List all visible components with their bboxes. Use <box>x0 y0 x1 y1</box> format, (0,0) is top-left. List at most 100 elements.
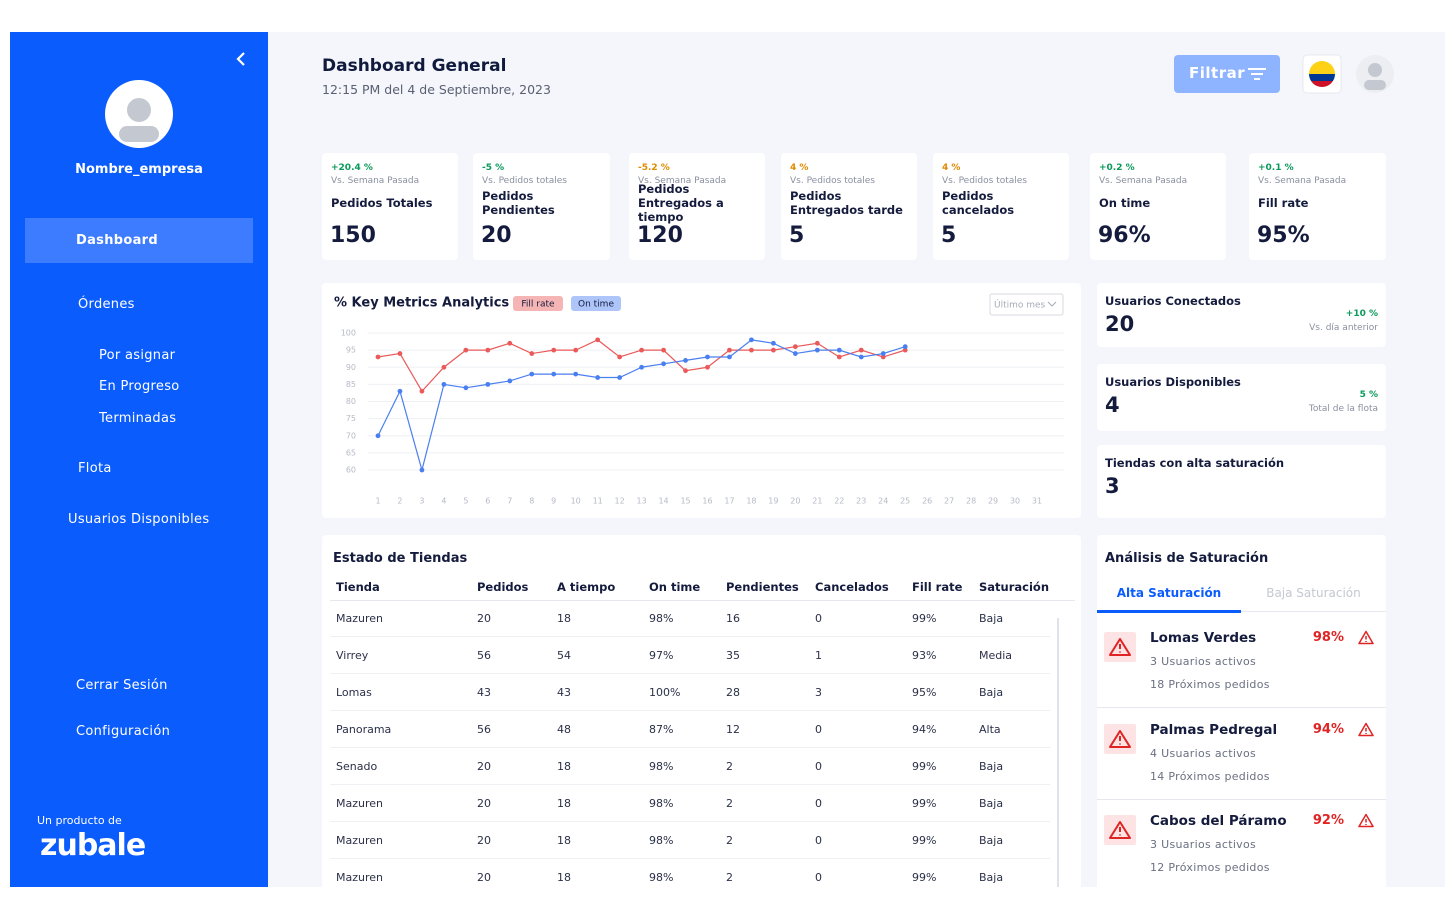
user-avatar[interactable] <box>1356 55 1394 93</box>
collapse-button[interactable] <box>232 50 250 68</box>
brand-logo: zubale <box>40 828 146 863</box>
x-tick-label: 16 <box>702 497 712 506</box>
nav-item[interactable]: Dashboard <box>76 233 158 248</box>
kpi-value: 96% <box>1098 223 1151 248</box>
stat-label: Tiendas con alta saturación <box>1105 456 1285 470</box>
table-cell: Mazuren <box>336 871 383 884</box>
table-cell: 98% <box>649 834 674 847</box>
x-tick-label: 31 <box>1032 497 1042 506</box>
nav-item[interactable]: Configuración <box>76 724 171 739</box>
data-point <box>485 347 491 353</box>
kpi-change: +20.4 % <box>331 163 373 173</box>
table-cell: Baja <box>979 760 1004 773</box>
tab[interactable]: Baja Saturación <box>1266 586 1361 600</box>
table-cell: 94% <box>912 723 937 736</box>
data-point <box>683 358 688 363</box>
kpi-change: +0.2 % <box>1099 163 1135 173</box>
kpi-note: Vs. Pedidos totales <box>482 176 567 186</box>
kpi-label: Pedidos Totales <box>331 196 433 210</box>
data-point <box>858 347 864 353</box>
x-tick-label: 25 <box>900 497 910 506</box>
nav-item[interactable]: Cerrar Sesión <box>76 678 168 693</box>
data-point <box>573 371 579 377</box>
kpi-value: 150 <box>330 223 376 248</box>
store-name: Lomas Verdes <box>1150 630 1257 646</box>
table-cell: 56 <box>477 723 491 736</box>
kpi-change: -5.2 % <box>638 163 670 173</box>
table-cell: 3 <box>815 686 822 699</box>
kpi-label: Pedidos Entregados tarde <box>790 189 903 217</box>
table-cell: 20 <box>477 797 491 810</box>
kpi-note: Vs. Pedidos totales <box>790 176 875 186</box>
data-point <box>727 354 732 360</box>
data-point <box>902 347 908 353</box>
x-tick-label: 2 <box>397 497 402 506</box>
row-divider <box>330 784 1050 785</box>
table-header: Saturación <box>979 580 1050 594</box>
x-tick-label: 8 <box>529 497 534 506</box>
row-divider <box>330 636 1050 637</box>
kpi-card: +20.4 % Vs. Semana Pasada Pedidos Totales 1… <box>322 153 458 260</box>
data-point <box>880 351 886 356</box>
data-point <box>617 354 623 360</box>
data-point <box>441 364 447 370</box>
data-point <box>771 340 776 346</box>
kpi-card: 4 % Vs. Pedidos totales Pedidos Entregados… <box>781 153 917 260</box>
y-tick-label: 75 <box>346 414 356 423</box>
table-cell: 18 <box>557 834 571 847</box>
data-point <box>661 347 666 353</box>
kpi-label: On time <box>1099 196 1151 210</box>
nav-item[interactable]: En Progreso <box>99 379 180 394</box>
stat-change: 5 % <box>1359 390 1378 400</box>
table-cell: 12 <box>726 723 740 736</box>
upcoming-orders: 14 Próximos pedidos <box>1150 769 1270 783</box>
saturation-card: Análisis de Saturación Alta Saturación Baj… <box>1097 535 1386 895</box>
legend-label: On time <box>578 300 614 310</box>
range-dropdown[interactable] <box>989 293 1064 316</box>
stat-note: Vs. día anterior <box>1309 323 1378 333</box>
country-flag[interactable] <box>1302 54 1342 94</box>
table-cell: 0 <box>815 760 822 773</box>
table-header: Tienda <box>336 580 380 594</box>
data-point <box>485 381 491 387</box>
table-cell: 48 <box>557 723 571 736</box>
kpi-value: 5 <box>789 223 805 248</box>
table-cell: 20 <box>477 834 491 847</box>
table-cell: 1 <box>815 649 822 662</box>
nav-item[interactable]: Usuarios Disponibles <box>68 512 210 527</box>
row-divider <box>330 747 1050 748</box>
kpi-label: Pedidos Entregados a tiempo <box>638 182 724 224</box>
y-tick-label: 65 <box>346 448 356 457</box>
table-header: Cancelados <box>815 580 889 594</box>
kpi-change: 4 % <box>790 163 809 173</box>
x-tick-label: 24 <box>878 497 888 506</box>
data-point <box>375 433 381 439</box>
nav-item[interactable]: Flota <box>78 461 112 476</box>
data-point <box>595 337 601 343</box>
tab[interactable]: Alta Saturación <box>1116 586 1222 600</box>
table-cell: 99% <box>912 760 937 773</box>
data-point <box>858 354 864 360</box>
kpi-note: Vs. Semana Pasada <box>1258 176 1347 186</box>
nav-item[interactable]: Órdenes <box>78 297 135 312</box>
table-cell: 35 <box>726 649 740 662</box>
bottom-margin <box>0 887 1455 918</box>
warning-icon <box>1104 723 1136 758</box>
tab-underline <box>1097 611 1386 612</box>
data-point <box>639 364 644 370</box>
nav-item[interactable]: Por asignar <box>99 348 176 363</box>
table-cell: Baja <box>979 871 1004 884</box>
nav-item[interactable]: Terminadas <box>99 411 177 426</box>
data-point <box>375 354 381 360</box>
range-dropdown-label: Último mes <box>994 299 1046 311</box>
stat-card: Usuarios Disponibles 4 5 % Total de la flot… <box>1097 364 1386 431</box>
table-cell: 2 <box>726 871 733 884</box>
x-tick-label: 5 <box>463 497 468 506</box>
saturation-title: Análisis de Saturación <box>1105 551 1269 566</box>
warning-icon <box>1358 722 1374 741</box>
x-tick-label: 26 <box>922 497 932 506</box>
x-tick-label: 10 <box>571 497 581 506</box>
table-cell: 0 <box>815 871 822 884</box>
sidebar <box>10 32 268 887</box>
